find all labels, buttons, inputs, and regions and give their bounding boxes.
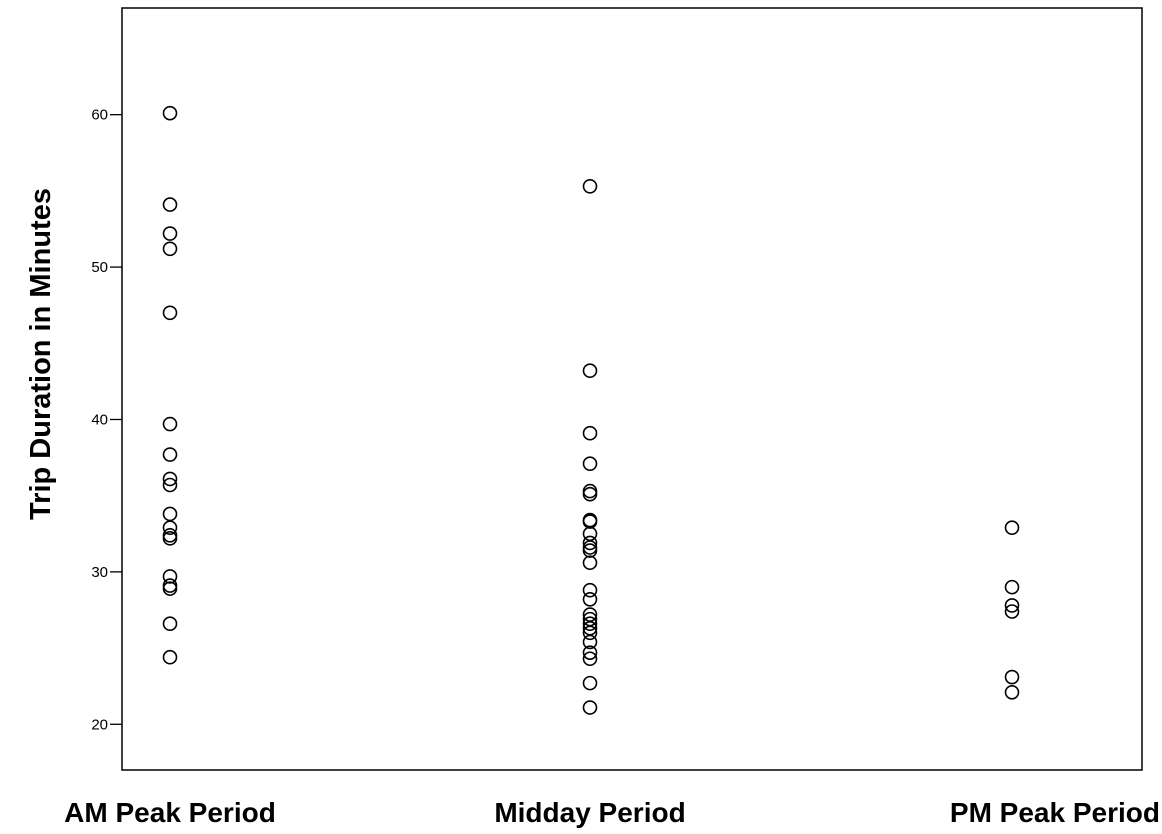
data-point [162,241,178,257]
y-tick-label: 30 [91,564,108,581]
data-point [1004,684,1020,700]
data-point [162,581,178,596]
data-point [1004,669,1020,685]
x-category-label: Midday Period [494,797,685,828]
x-category-label: PM Peak Period [950,797,1160,828]
data-point [162,447,178,462]
data-point [582,625,598,641]
y-tick-label: 40 [91,411,108,428]
data-point [582,535,598,551]
y-tick-label: 50 [91,259,108,276]
data-point [582,543,598,558]
data-point [1004,579,1020,595]
data-point [162,471,178,487]
data-point [162,105,178,121]
y-tick-label: 20 [91,716,108,733]
data-point [582,363,598,379]
data-point [582,616,598,631]
data-point [582,582,598,598]
data-point [162,616,178,631]
data-point [162,649,178,665]
data-point [1004,598,1020,613]
data-point [582,483,598,499]
data-point [1004,520,1020,535]
data-point [582,651,598,667]
data-point [582,486,598,502]
data-point [582,675,598,691]
data-point [162,528,178,543]
data-point [162,305,178,321]
data-point [162,416,178,432]
data-point [582,456,598,471]
data-point [582,700,598,715]
data-point [582,425,598,441]
y-axis-label: Trip Duration in Minutes [25,188,57,520]
data-point [162,578,178,593]
data-point [162,197,178,212]
data-point [162,506,178,522]
data-point [582,514,598,529]
data-point [582,555,598,571]
data-point [582,645,598,660]
data-point [1004,604,1020,619]
data-point [582,592,598,607]
data-point [582,634,598,650]
data-points [162,105,1020,715]
data-point [162,226,178,241]
y-axis: 20 30 40 50 60 [91,107,122,733]
data-point [162,477,178,493]
data-point [162,520,178,535]
data-point [582,179,598,194]
x-category-label: AM Peak Period [64,797,276,828]
plot-frame [121,7,1143,771]
data-point [162,569,178,584]
y-tick-label: 60 [91,107,108,124]
x-category-labels: AM Peak Period Midday Period PM Peak Perio… [64,797,1160,828]
data-point [162,531,178,546]
